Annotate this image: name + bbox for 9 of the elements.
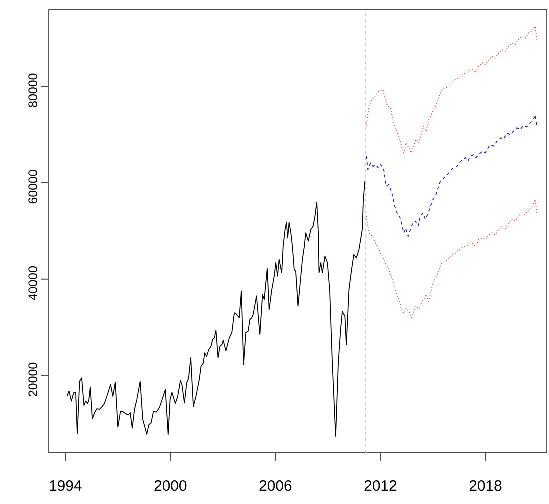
y-tick-label: 80000 bbox=[28, 74, 38, 108]
y-tick-label: 40000 bbox=[28, 266, 38, 300]
x-tick-label: 2012 bbox=[364, 480, 397, 492]
x-tick-label: 1994 bbox=[50, 480, 82, 492]
x-tick-label: 2018 bbox=[470, 480, 502, 492]
x-tick-label: 2000 bbox=[154, 480, 187, 492]
y-tick-label: 20000 bbox=[28, 362, 38, 396]
x-tick-label: 2006 bbox=[260, 480, 292, 492]
y-tick-label: 60000 bbox=[28, 170, 38, 204]
